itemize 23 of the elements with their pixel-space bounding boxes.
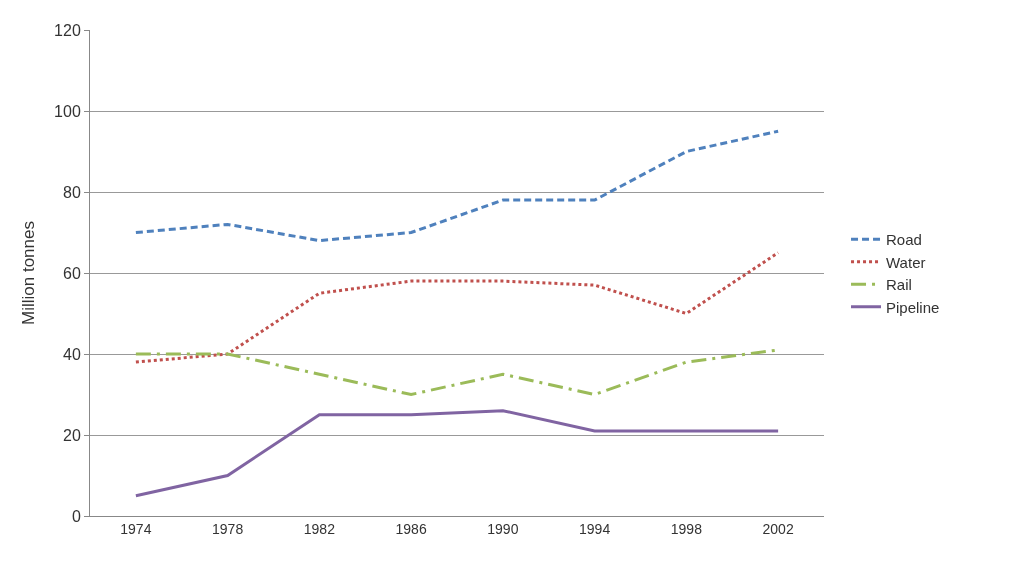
legend-label: Rail — [886, 276, 912, 294]
x-tick-label: 1998 — [670, 520, 703, 537]
line-series — [134, 409, 780, 498]
y-axis-title: Million tonnes — [18, 221, 38, 325]
y-tick-label: 20 — [63, 426, 81, 444]
y-tick-label: 60 — [63, 264, 81, 282]
y-tick-label: 40 — [63, 345, 81, 363]
y-tick-label: 120 — [54, 21, 81, 39]
x-tick-label: 1974 — [120, 520, 152, 537]
line-series — [134, 251, 780, 364]
x-tick-label: 1990 — [487, 520, 519, 537]
x-tick-label: 1986 — [395, 520, 427, 537]
y-tick-label: 0 — [71, 507, 81, 525]
x-tick-label: 1982 — [303, 520, 336, 537]
line-series — [134, 129, 780, 243]
y-tick-label: 80 — [63, 183, 81, 201]
y-tick-label: 100 — [54, 102, 81, 120]
legend-label: Road — [886, 231, 922, 249]
legend-label: Pipeline — [886, 298, 940, 316]
legend-label: Water — [886, 253, 926, 271]
x-tick-label: 1978 — [212, 520, 244, 537]
x-tick-label: 1994 — [579, 520, 611, 537]
x-tick-label: 2002 — [762, 520, 794, 537]
